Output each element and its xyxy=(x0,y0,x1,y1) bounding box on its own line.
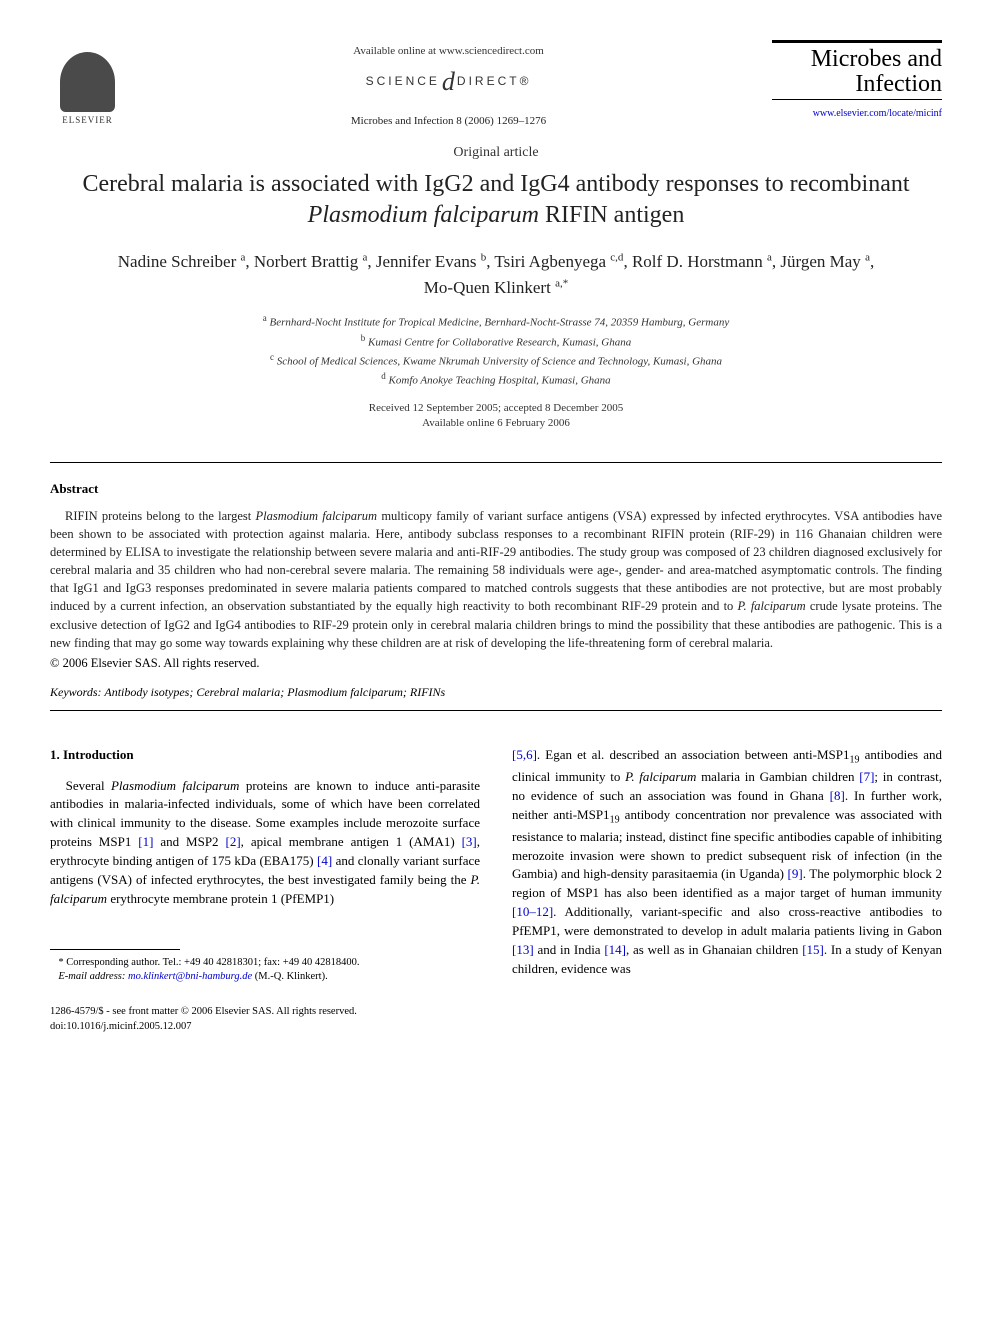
footer-issn: 1286-4579/$ - see front matter © 2006 El… xyxy=(50,1005,480,1020)
elsevier-tree-icon xyxy=(60,52,115,112)
science-direct-right: DIRECT® xyxy=(457,74,532,88)
footnote-separator xyxy=(50,949,180,950)
science-direct-logo: SCIENCEdDIRECT® xyxy=(125,67,772,97)
affiliation-c: c School of Medical Sciences, Kwame Nkru… xyxy=(50,351,942,370)
article-dates: Received 12 September 2005; accepted 8 D… xyxy=(50,401,942,432)
affiliations: a Bernhard-Nocht Institute for Tropical … xyxy=(50,312,942,389)
available-online-text: Available online at www.sciencedirect.co… xyxy=(125,45,772,57)
body-columns: 1. Introduction Several Plasmodium falci… xyxy=(50,746,942,1035)
article-title: Cerebral malaria is associated with IgG2… xyxy=(50,169,942,231)
keywords: Keywords: Antibody isotypes; Cerebral ma… xyxy=(50,685,942,700)
abstract-heading: Abstract xyxy=(50,481,942,497)
footer-doi: doi:10.1016/j.micinf.2005.12.007 xyxy=(50,1020,480,1035)
at-symbol-icon: d xyxy=(442,67,455,96)
journal-cover: Microbes and Infection www.elsevier.com/… xyxy=(772,40,942,121)
intro-para-left: Several Plasmodium falciparum proteins a… xyxy=(50,777,480,909)
affiliation-d: d Komfo Anokye Teaching Hospital, Kumasi… xyxy=(50,370,942,389)
corresponding-email-link[interactable]: mo.klinkert@bni-hamburg.de xyxy=(128,971,252,982)
article-type: Original article xyxy=(50,145,942,161)
column-right: [5,6]. Egan et al. described an associat… xyxy=(512,746,942,1035)
divider-bottom xyxy=(50,710,942,711)
keywords-list: Antibody isotypes; Cerebral malaria; Pla… xyxy=(104,685,445,699)
affiliation-b: b Kumasi Centre for Collaborative Resear… xyxy=(50,332,942,351)
elsevier-logo: ELSEVIER xyxy=(50,40,125,125)
journal-title-box: Microbes and Infection xyxy=(772,40,942,100)
intro-para-right: [5,6]. Egan et al. described an associat… xyxy=(512,746,942,979)
email-post: (M.-Q. Klinkert). xyxy=(252,971,328,982)
affiliation-a: a Bernhard-Nocht Institute for Tropical … xyxy=(50,312,942,331)
journal-homepage-link[interactable]: www.elsevier.com/locate/micinf xyxy=(813,108,942,119)
journal-title-line2: Infection xyxy=(772,72,942,97)
header-row: ELSEVIER Available online at www.science… xyxy=(50,40,942,127)
journal-title-line1: Microbes and xyxy=(772,47,942,72)
title-pre: Cerebral malaria is associated with IgG2… xyxy=(82,171,909,197)
corresponding-footnote: * Corresponding author. Tel.: +49 40 428… xyxy=(50,956,480,971)
received-date: Received 12 September 2005; accepted 8 D… xyxy=(50,401,942,416)
available-online-date: Available online 6 February 2006 xyxy=(50,416,942,431)
abstract-text: RIFIN proteins belong to the largest Pla… xyxy=(50,507,942,652)
email-label: E-mail address: xyxy=(58,971,125,982)
title-italic: Plasmodium falciparum xyxy=(308,202,539,228)
copyright-text: © 2006 Elsevier SAS. All rights reserved… xyxy=(50,656,942,671)
email-footnote: E-mail address: mo.klinkert@bni-hamburg.… xyxy=(50,970,480,985)
science-direct-left: SCIENCE xyxy=(366,74,440,88)
elsevier-label: ELSEVIER xyxy=(62,115,113,125)
journal-reference: Microbes and Infection 8 (2006) 1269–127… xyxy=(125,115,772,127)
center-header: Available online at www.sciencedirect.co… xyxy=(125,40,772,127)
keywords-label: Keywords: xyxy=(50,685,102,699)
introduction-heading: 1. Introduction xyxy=(50,746,480,765)
authors-list: Nadine Schreiber a, Norbert Brattig a, J… xyxy=(50,249,942,300)
title-post: RIFIN antigen xyxy=(539,202,684,228)
divider-top xyxy=(50,462,942,463)
column-left: 1. Introduction Several Plasmodium falci… xyxy=(50,746,480,1035)
